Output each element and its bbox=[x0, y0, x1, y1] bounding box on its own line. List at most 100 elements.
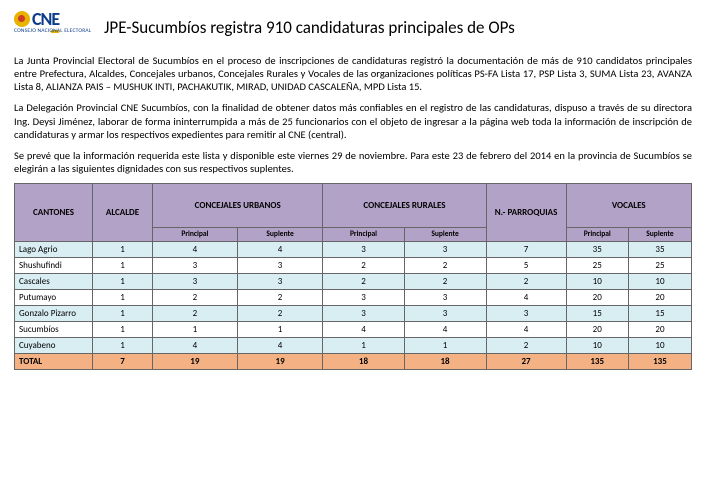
cell-canton: Cuyabeno bbox=[15, 338, 93, 354]
cell-cr_s: 3 bbox=[404, 242, 486, 258]
cell-cu_s: 1 bbox=[237, 322, 323, 338]
cell-cr_p: 3 bbox=[323, 290, 404, 306]
cell-cr_p: 2 bbox=[323, 258, 404, 274]
table-row: Lago Agrio1443373535 bbox=[15, 242, 692, 258]
cell-cr_p: 2 bbox=[323, 274, 404, 290]
col-cu-principal: Principal bbox=[153, 228, 238, 242]
cell-cu_p: 4 bbox=[153, 242, 238, 258]
cell-cu_p: 4 bbox=[153, 338, 238, 354]
cell-parr: 3 bbox=[486, 306, 566, 322]
cell-cr_p: 1 bbox=[323, 338, 404, 354]
cell-cr_s: 4 bbox=[404, 322, 486, 338]
cell-cr_p: 3 bbox=[323, 306, 404, 322]
cell-cr_s: 3 bbox=[404, 290, 486, 306]
logo-subtext: CONSEJO NACIONAL ELECTORAL bbox=[14, 28, 91, 34]
header: CNE CONSEJO NACIONAL ELECTORAL JPE-Sucum… bbox=[14, 8, 692, 46]
col-cr-principal: Principal bbox=[323, 228, 404, 242]
cell-vo_p: 20 bbox=[566, 322, 628, 338]
cell-vo_p: 35 bbox=[566, 242, 628, 258]
cell-cu_s: 2 bbox=[237, 306, 323, 322]
cell-cu_p: 3 bbox=[153, 274, 238, 290]
total-alcalde: 7 bbox=[93, 354, 153, 370]
col-cr-suplente: Suplente bbox=[404, 228, 486, 242]
cell-alcalde: 1 bbox=[93, 258, 153, 274]
cell-canton: Sucumbíos bbox=[15, 322, 93, 338]
cell-alcalde: 1 bbox=[93, 274, 153, 290]
candidaturas-table: CANTONES ALCALDE CONCEJALES URBANOS CONC… bbox=[14, 183, 692, 370]
paragraph-1: La Junta Provincial Electoral de Sucumbí… bbox=[14, 54, 692, 93]
cell-cr_s: 2 bbox=[404, 258, 486, 274]
col-vocales: VOCALES bbox=[566, 184, 691, 228]
cell-cu_s: 4 bbox=[237, 242, 323, 258]
cell-cu_s: 4 bbox=[237, 338, 323, 354]
col-conc-urbanos: CONCEJALES URBANOS bbox=[153, 184, 323, 228]
cell-vo_s: 10 bbox=[628, 274, 691, 290]
page-title: JPE-Sucumbíos registra 910 candidaturas … bbox=[104, 17, 515, 38]
cell-vo_s: 10 bbox=[628, 338, 691, 354]
cell-vo_p: 10 bbox=[566, 274, 628, 290]
cell-vo_s: 20 bbox=[628, 322, 691, 338]
cell-parr: 7 bbox=[486, 242, 566, 258]
cell-alcalde: 1 bbox=[93, 290, 153, 306]
cell-alcalde: 1 bbox=[93, 306, 153, 322]
col-conc-rurales: CONCEJALES RURALES bbox=[323, 184, 486, 228]
total-cr-s: 18 bbox=[404, 354, 486, 370]
cell-canton: Shushufindi bbox=[15, 258, 93, 274]
cell-cu_s: 3 bbox=[237, 274, 323, 290]
cell-cr_s: 3 bbox=[404, 306, 486, 322]
cell-vo_p: 20 bbox=[566, 290, 628, 306]
paragraph-2: La Delegación Provincial CNE Sucumbíos, … bbox=[14, 101, 692, 140]
cell-parr: 4 bbox=[486, 322, 566, 338]
cell-cr_p: 4 bbox=[323, 322, 404, 338]
total-cu-s: 19 bbox=[237, 354, 323, 370]
cell-canton: Gonzalo Pizarro bbox=[15, 306, 93, 322]
cell-cr_s: 1 bbox=[404, 338, 486, 354]
cell-vo_p: 25 bbox=[566, 258, 628, 274]
cell-alcalde: 1 bbox=[93, 242, 153, 258]
cell-cu_p: 3 bbox=[153, 258, 238, 274]
total-cr-p: 18 bbox=[323, 354, 404, 370]
col-cu-suplente: Suplente bbox=[237, 228, 323, 242]
cell-vo_s: 35 bbox=[628, 242, 691, 258]
logo-text: CNE bbox=[32, 8, 59, 30]
total-vo-p: 135 bbox=[566, 354, 628, 370]
col-vo-principal: Principal bbox=[566, 228, 628, 242]
cell-cr_s: 2 bbox=[404, 274, 486, 290]
cell-parr: 4 bbox=[486, 290, 566, 306]
cell-cu_p: 1 bbox=[153, 322, 238, 338]
cell-canton: Putumayo bbox=[15, 290, 93, 306]
cell-vo_s: 25 bbox=[628, 258, 691, 274]
cell-alcalde: 1 bbox=[93, 322, 153, 338]
cell-vo_p: 10 bbox=[566, 338, 628, 354]
total-vo-s: 135 bbox=[628, 354, 691, 370]
table-footer: TOTAL 7 19 19 18 18 27 135 135 bbox=[15, 354, 692, 370]
table-row: Cascales1332221010 bbox=[15, 274, 692, 290]
cell-parr: 2 bbox=[486, 274, 566, 290]
cell-cr_p: 3 bbox=[323, 242, 404, 258]
table-row: Sucumbíos1114442020 bbox=[15, 322, 692, 338]
paragraph-3: Se prevé que la información requerida es… bbox=[14, 149, 692, 175]
col-cantones: CANTONES bbox=[15, 184, 93, 242]
total-parr: 27 bbox=[486, 354, 566, 370]
cell-vo_s: 15 bbox=[628, 306, 691, 322]
cell-vo_s: 20 bbox=[628, 290, 691, 306]
col-vo-suplente: Suplente bbox=[628, 228, 691, 242]
col-parroquias: N.- PARROQUIAS bbox=[486, 184, 566, 242]
cell-vo_p: 15 bbox=[566, 306, 628, 322]
cell-canton: Cascales bbox=[15, 274, 93, 290]
cell-parr: 2 bbox=[486, 338, 566, 354]
cell-parr: 5 bbox=[486, 258, 566, 274]
col-alcalde: ALCALDE bbox=[93, 184, 153, 242]
logo-icon bbox=[14, 11, 30, 27]
cell-cu_p: 2 bbox=[153, 290, 238, 306]
cell-cu_p: 2 bbox=[153, 306, 238, 322]
cell-canton: Lago Agrio bbox=[15, 242, 93, 258]
table-header: CANTONES ALCALDE CONCEJALES URBANOS CONC… bbox=[15, 184, 692, 242]
cell-alcalde: 1 bbox=[93, 338, 153, 354]
table-body: Lago Agrio1443373535Shushufindi133225252… bbox=[15, 242, 692, 354]
cell-cu_s: 2 bbox=[237, 290, 323, 306]
table-row: Cuyabeno1441121010 bbox=[15, 338, 692, 354]
cell-cu_s: 3 bbox=[237, 258, 323, 274]
cne-logo: CNE CONSEJO NACIONAL ELECTORAL bbox=[14, 8, 94, 46]
table-row: Gonzalo Pizarro1223331515 bbox=[15, 306, 692, 322]
